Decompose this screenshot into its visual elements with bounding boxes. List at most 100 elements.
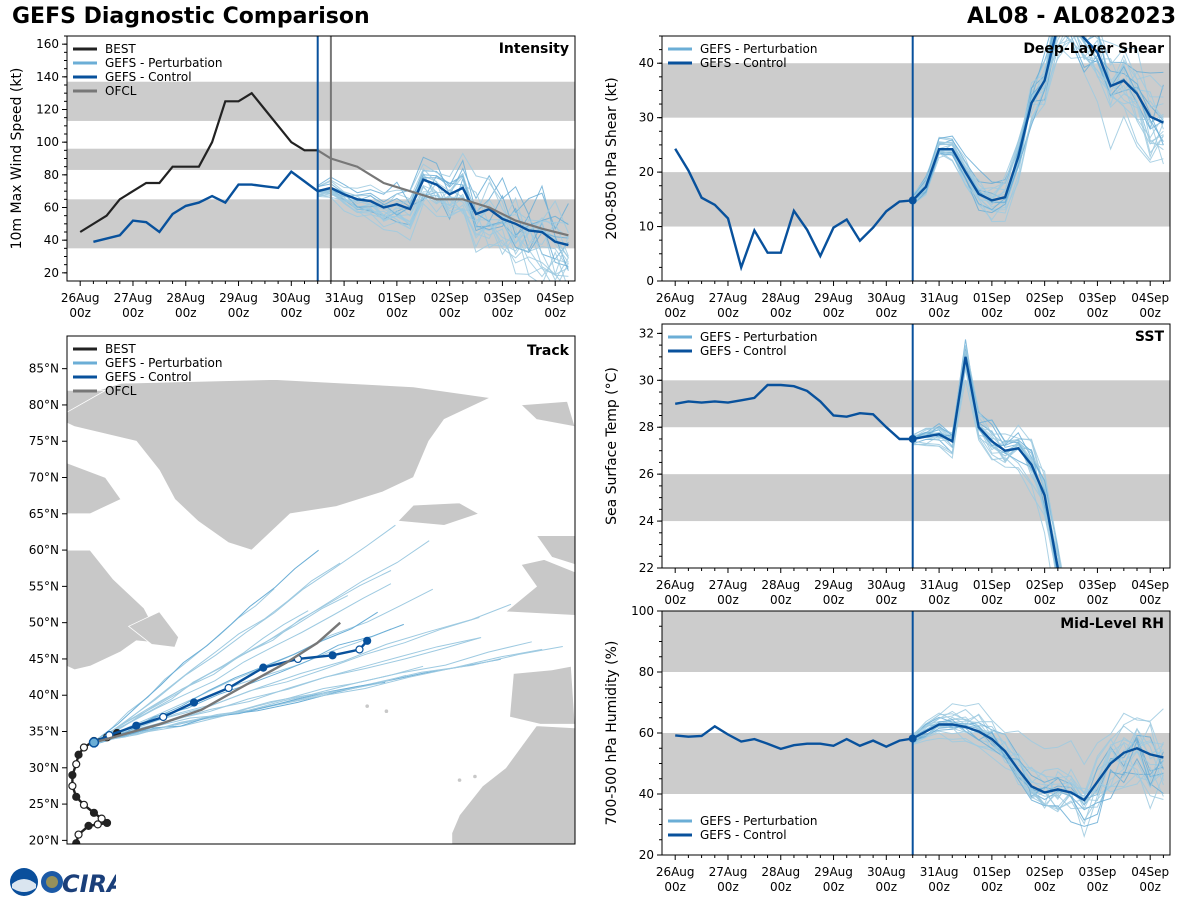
sst-xtick-label: 01Sep bbox=[973, 578, 1011, 592]
intensity-xtick-label: 26Aug bbox=[61, 291, 100, 305]
svalbard-landmass bbox=[521, 401, 575, 426]
rh-xtick-label: 04Sep bbox=[1131, 865, 1169, 879]
rh-panel: 2040608010026Aug00z27Aug00z28Aug00z29Aug… bbox=[604, 604, 1170, 894]
intensity-xtick-label: 31Aug bbox=[325, 291, 364, 305]
shear-xtick-label: 27Aug bbox=[709, 291, 748, 305]
island-speck-1 bbox=[385, 709, 389, 713]
shear-ylabel: 200-850 hPa Shear (kt) bbox=[604, 77, 620, 239]
sst-ytick-label: 24 bbox=[639, 514, 654, 528]
track-ytick-label: 40°N bbox=[29, 688, 59, 702]
greenland-landmass bbox=[44, 380, 490, 551]
track-point-best bbox=[69, 772, 76, 779]
rh-xtick-label: 00z bbox=[1034, 880, 1056, 894]
rh-legend-label: GEFS - Control bbox=[700, 828, 787, 842]
sst-xtick-label: 26Aug bbox=[656, 578, 695, 592]
track-ytick-label: 50°N bbox=[29, 616, 59, 630]
shear-xtick-label: 01Sep bbox=[973, 291, 1011, 305]
track-ytick-label: 45°N bbox=[29, 652, 59, 666]
rh-xtick-label: 29Aug bbox=[814, 865, 853, 879]
rh-plot-area bbox=[662, 611, 1170, 836]
track-point-control bbox=[356, 646, 363, 653]
shear-xtick-label: 00z bbox=[1034, 306, 1056, 320]
shear-xtick-label: 00z bbox=[823, 306, 845, 320]
rh-xtick-label: 02Sep bbox=[1026, 865, 1064, 879]
track-map-area bbox=[44, 380, 575, 847]
track-member-line-0 bbox=[96, 659, 501, 744]
shear-xtick-label: 00z bbox=[770, 306, 792, 320]
sst-ytick-label: 26 bbox=[639, 467, 654, 481]
sst-init-marker bbox=[909, 435, 917, 443]
island-speck-2 bbox=[458, 778, 462, 782]
rh-xtick-label: 00z bbox=[717, 880, 739, 894]
track-point-best bbox=[80, 744, 87, 751]
shear-init-marker bbox=[909, 196, 917, 204]
shear-band-1 bbox=[662, 63, 1170, 117]
shear-xtick-label: 03Sep bbox=[1078, 291, 1116, 305]
intensity-ytick-label: 40 bbox=[44, 233, 59, 247]
rh-xtick-label: 03Sep bbox=[1078, 865, 1116, 879]
rh-xtick-label: 00z bbox=[823, 880, 845, 894]
intensity-xtick-label: 00z bbox=[228, 306, 250, 320]
intensity-panel: 2040608010012014016026Aug00z27Aug00z28Au… bbox=[9, 36, 575, 320]
rh-ytick-label: 80 bbox=[639, 665, 654, 679]
sst-ylabel: Sea Surface Temp (°C) bbox=[604, 367, 620, 525]
rh-xtick-label: 26Aug bbox=[656, 865, 695, 879]
intensity-ytick-label: 120 bbox=[36, 103, 59, 117]
shear-xtick-label: 29Aug bbox=[814, 291, 853, 305]
track-point-best bbox=[73, 840, 80, 847]
sst-panel-title: SST bbox=[1135, 329, 1165, 345]
rh-legend-label: GEFS - Perturbation bbox=[700, 814, 817, 828]
intensity-xtick-label: 00z bbox=[333, 306, 355, 320]
shear-xtick-label: 00z bbox=[717, 306, 739, 320]
track-point-best bbox=[90, 809, 97, 816]
shear-ytick-label: 10 bbox=[639, 220, 654, 234]
shear-xtick-label: 00z bbox=[981, 306, 1003, 320]
shear-ytick-label: 30 bbox=[639, 111, 654, 125]
track-point-best bbox=[75, 831, 82, 838]
intensity-ytick-label: 160 bbox=[36, 37, 59, 51]
rh-xtick-label: 00z bbox=[876, 880, 898, 894]
intensity-legend-label: BEST bbox=[105, 42, 136, 56]
intensity-panel-title: Intensity bbox=[499, 41, 569, 57]
sst-xtick-label: 29Aug bbox=[814, 578, 853, 592]
rh-init-marker bbox=[909, 734, 917, 742]
intensity-xtick-label: 28Aug bbox=[166, 291, 205, 305]
intensity-xtick-label: 02Sep bbox=[431, 291, 469, 305]
sst-xtick-label: 00z bbox=[823, 593, 845, 607]
shear-ytick-label: 20 bbox=[639, 165, 654, 179]
intensity-ytick-label: 100 bbox=[36, 135, 59, 149]
intensity-xtick-label: 04Sep bbox=[536, 291, 574, 305]
intensity-xtick-label: 00z bbox=[386, 306, 408, 320]
intensity-xtick-label: 03Sep bbox=[483, 291, 521, 305]
track-point-control bbox=[133, 722, 140, 729]
shear-legend-label: GEFS - Perturbation bbox=[700, 42, 817, 56]
intensity-xtick-label: 01Sep bbox=[378, 291, 416, 305]
rh-xtick-label: 00z bbox=[981, 880, 1003, 894]
logo-text: CIRA bbox=[62, 870, 116, 898]
sst-ytick-label: 30 bbox=[639, 373, 654, 387]
intensity-xtick-label: 00z bbox=[122, 306, 144, 320]
track-point-control bbox=[160, 714, 167, 721]
figure-canvas: 2040608010012014016026Aug00z27Aug00z28Au… bbox=[0, 0, 1200, 900]
intensity-xtick-label: 00z bbox=[69, 306, 91, 320]
sst-xtick-label: 00z bbox=[876, 593, 898, 607]
intensity-xtick-label: 00z bbox=[439, 306, 461, 320]
sst-xtick-label: 00z bbox=[664, 593, 686, 607]
sst-plot-area bbox=[662, 339, 1170, 786]
track-point-control bbox=[260, 664, 267, 671]
track-panel: 20°N 25°N 30°N 35°N 40°N 45°N 50°N 55°N 60°N 65°N… bbox=[29, 336, 575, 847]
sst-ytick-label: 32 bbox=[639, 326, 654, 340]
sst-xtick-label: 28Aug bbox=[761, 578, 800, 592]
track-init-marker bbox=[89, 738, 98, 747]
shear-xtick-label: 00z bbox=[1139, 306, 1161, 320]
shear-xtick-label: 00z bbox=[1087, 306, 1109, 320]
sst-legend-label: GEFS - Control bbox=[700, 344, 787, 358]
track-ytick-label: 70°N bbox=[29, 471, 59, 485]
rh-ytick-label: 40 bbox=[639, 787, 654, 801]
track-point-best bbox=[98, 815, 105, 822]
rh-xtick-label: 00z bbox=[770, 880, 792, 894]
rh-xtick-label: 00z bbox=[928, 880, 950, 894]
sst-band-1 bbox=[662, 380, 1170, 427]
track-point-control bbox=[225, 684, 232, 691]
track-ytick-label: 80°N bbox=[29, 398, 59, 412]
